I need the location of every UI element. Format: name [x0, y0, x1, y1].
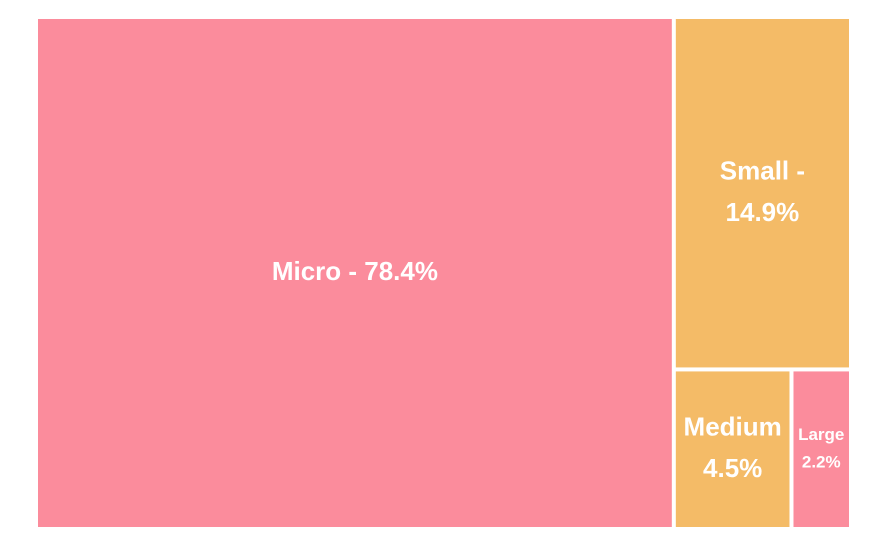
treemap-tile-large: Large 2.2% — [793, 371, 849, 527]
treemap-tile-medium: Medium 4.5% — [675, 371, 790, 527]
treemap-rect-medium — [675, 371, 790, 527]
treemap-tile-small: Small - 14.9% — [675, 19, 849, 368]
treemap-tiles: Micro - 78.4% Small - 14.9% Medium 4.5% Large… — [38, 19, 849, 527]
treemap-label-micro: Micro - 78.4% — [272, 256, 438, 286]
treemap-label-small: Small - — [720, 155, 805, 185]
treemap-label-small-value: 14.9% — [726, 197, 800, 227]
treemap-label-medium-value: 4.5% — [703, 453, 762, 483]
treemap-rect-small — [675, 19, 849, 368]
treemap-rect-large — [793, 371, 849, 527]
treemap-label-medium: Medium — [684, 411, 782, 441]
treemap-label-large-value: 2.2% — [802, 452, 841, 471]
treemap-tile-micro: Micro - 78.4% — [38, 19, 672, 527]
treemap-rect-micro — [38, 19, 672, 527]
treemap-label-large: Large — [798, 425, 844, 444]
